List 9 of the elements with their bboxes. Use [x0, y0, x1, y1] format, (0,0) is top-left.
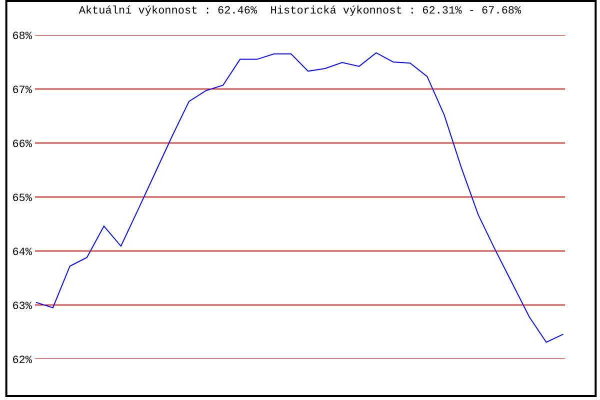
y-tick-label: 66%	[12, 138, 32, 151]
line-series	[35, 52, 564, 343]
chart-title: Aktuální výkonnost : 62.46% Historická výkonnost : 62.31% - 67.68%	[78, 6, 522, 18]
y-tick-label: 65%	[12, 192, 32, 205]
y-tick-label: 62%	[12, 354, 32, 367]
y-tick-label: 67%	[12, 84, 32, 97]
y-tick-label: 64%	[12, 246, 32, 259]
y-tick-label: 68%	[12, 30, 32, 43]
y-tick-label: 63%	[12, 300, 32, 313]
